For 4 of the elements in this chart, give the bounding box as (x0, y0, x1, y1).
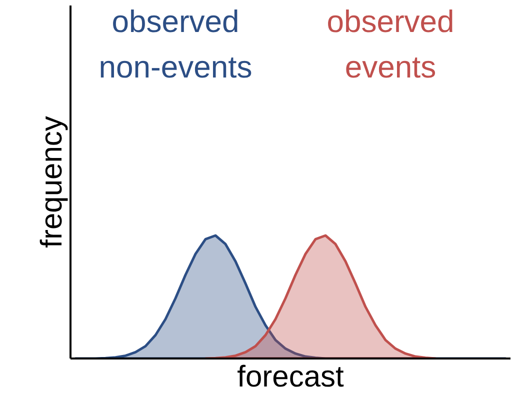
text: observed non-events (98, 4, 252, 84)
y-axis-title: frequency (36, 116, 68, 248)
text: observed events (326, 4, 454, 84)
x-axis-title: forecast (237, 360, 345, 394)
